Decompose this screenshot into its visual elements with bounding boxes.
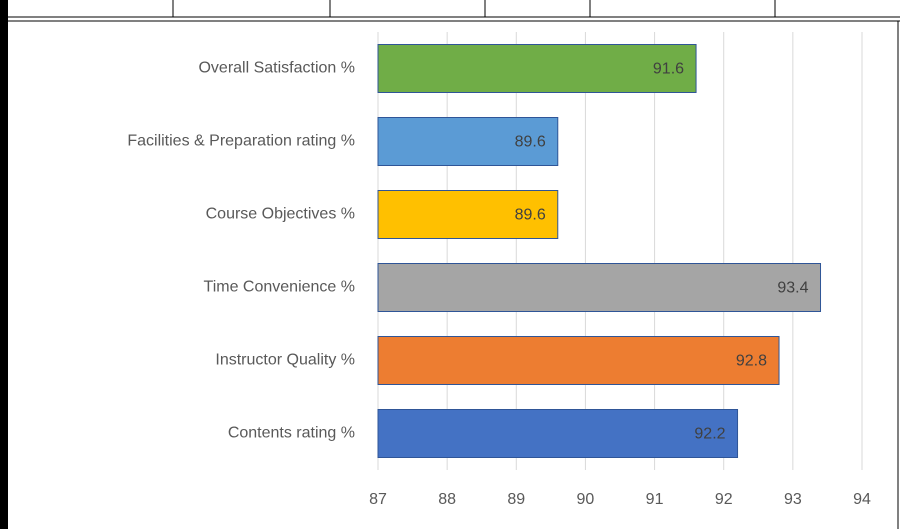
y-tick-label: Time Convenience % <box>204 279 355 296</box>
bar <box>377 409 739 458</box>
x-tick-label: 91 <box>646 491 664 508</box>
x-tick-label: 90 <box>577 491 595 508</box>
bar <box>377 336 780 385</box>
bar <box>377 117 559 166</box>
y-tick-label: Overall Satisfaction % <box>198 60 355 77</box>
x-tick-label: 93 <box>784 491 802 508</box>
left-border <box>0 0 8 529</box>
bar <box>377 263 822 312</box>
data-label: 91.6 <box>653 61 684 78</box>
x-tick-label: 88 <box>438 491 456 508</box>
data-label: 89.6 <box>515 134 546 151</box>
x-tick-label: 94 <box>853 491 871 508</box>
table-fragment <box>0 0 900 18</box>
y-tick-label: Contents rating % <box>228 425 355 442</box>
bar <box>377 44 697 93</box>
y-tick-label: Course Objectives % <box>206 206 355 223</box>
data-label: 92.8 <box>736 353 767 370</box>
y-tick-label: Instructor Quality % <box>215 352 355 369</box>
bar <box>377 190 559 239</box>
y-tick-label: Facilities & Preparation rating % <box>127 133 355 150</box>
x-tick-label: 92 <box>715 491 733 508</box>
data-label: 92.2 <box>694 426 725 443</box>
data-label: 89.6 <box>515 207 546 224</box>
x-tick-label: 87 <box>369 491 387 508</box>
data-label: 93.4 <box>777 280 808 297</box>
x-tick-label: 89 <box>507 491 525 508</box>
